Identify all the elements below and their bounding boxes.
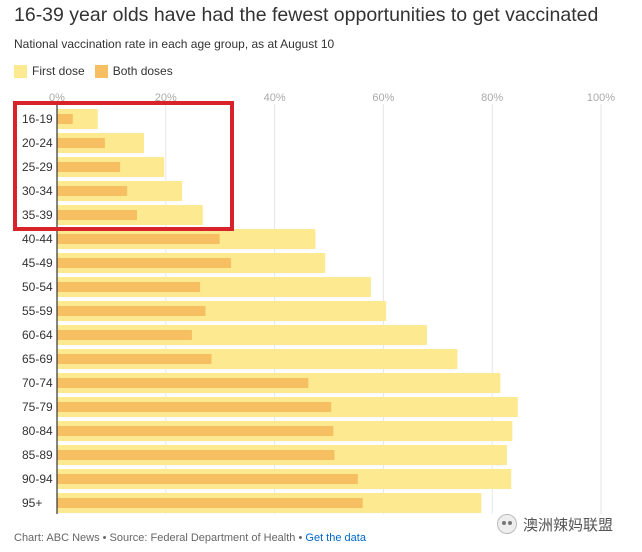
category-label: 40-44 [22, 232, 53, 246]
get-the-data-link[interactable]: Get the data [305, 532, 366, 544]
category-label: 30-34 [22, 184, 53, 198]
x-tick-label: 60% [372, 92, 394, 104]
chart-title: 16-39 year olds have had the fewest oppo… [14, 4, 599, 26]
category-label: 70-74 [22, 376, 53, 390]
highlight-box [13, 101, 234, 231]
legend-item-first-dose: First dose [14, 64, 85, 78]
legend-label-first-dose: First dose [32, 64, 85, 78]
bar-both-doses [57, 330, 192, 340]
bar-both-doses [57, 258, 232, 268]
bar-both-doses [57, 450, 335, 460]
bar-both-doses [57, 114, 73, 124]
category-label: 50-54 [22, 280, 53, 294]
bar-both-doses [57, 162, 121, 172]
category-label: 75-79 [22, 400, 53, 414]
category-label: 60-64 [22, 328, 53, 342]
bar-both-doses [57, 234, 220, 244]
x-tick-label: 100% [587, 92, 615, 104]
category-label: 95+ [22, 496, 42, 510]
bar-both-doses [57, 282, 201, 292]
category-label: 16-19 [22, 112, 53, 126]
footer-credit: Chart: ABC News • Source: Federal Depart… [14, 532, 306, 544]
bar-both-doses [57, 306, 206, 316]
bar-both-doses [57, 378, 309, 388]
watermark-text: 澳洲辣妈联盟 [523, 516, 614, 534]
category-label: 35-39 [22, 208, 53, 222]
category-label: 85-89 [22, 448, 53, 462]
bar-both-doses [57, 138, 105, 148]
bar-both-doses [57, 210, 137, 220]
legend-swatch-both-doses [94, 64, 108, 78]
category-label: 55-59 [22, 304, 53, 318]
legend: First dose Both doses [14, 63, 183, 79]
category-label: 20-24 [22, 136, 53, 150]
bar-both-doses [57, 186, 128, 196]
bar-both-doses [57, 354, 212, 364]
category-label: 80-84 [22, 424, 53, 438]
bar-both-doses [57, 402, 332, 412]
x-tick-label: 80% [481, 92, 503, 104]
category-label: 65-69 [22, 352, 53, 366]
bar-both-doses [57, 474, 358, 484]
legend-swatch-first-dose [14, 64, 27, 78]
watermark: 澳洲辣妈联盟 [497, 512, 613, 536]
chart-footer: Chart: ABC News • Source: Federal Depart… [14, 532, 366, 544]
category-label: 25-29 [22, 160, 53, 174]
chart-subtitle: National vaccination rate in each age gr… [14, 37, 335, 51]
bar-both-doses [57, 426, 334, 436]
category-label: 45-49 [22, 256, 53, 270]
wechat-icon [497, 514, 517, 534]
x-tick-label: 40% [264, 92, 286, 104]
legend-label-both-doses: Both doses [112, 64, 173, 78]
category-label: 90-94 [22, 472, 53, 486]
bar-both-doses [57, 498, 363, 508]
legend-item-both-doses: Both doses [94, 64, 173, 78]
